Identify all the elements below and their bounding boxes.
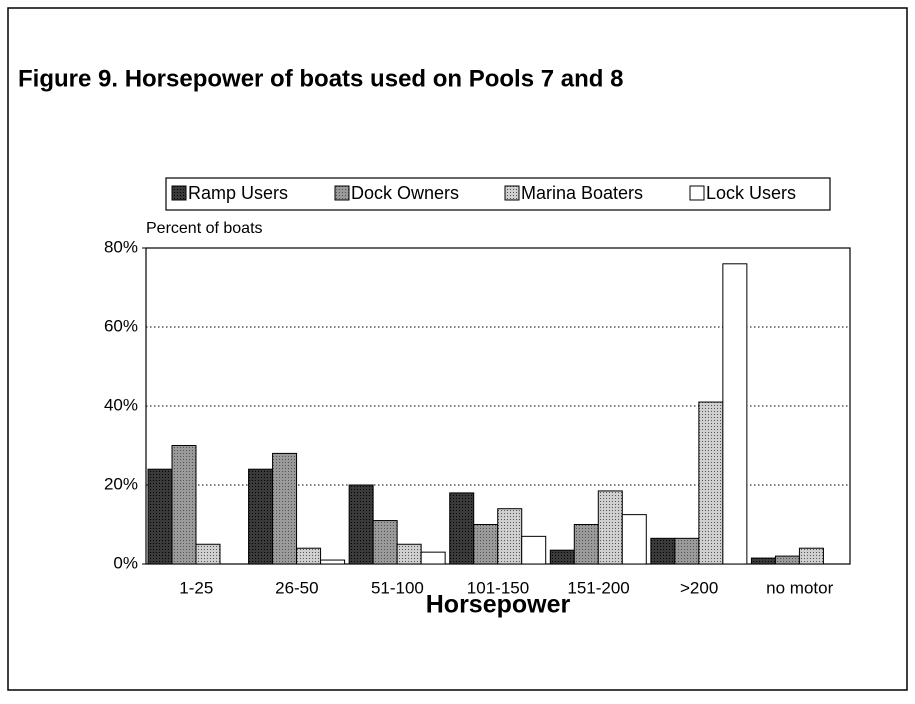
bar — [621, 514, 647, 565]
chart-title: Figure 9. Horsepower of boats used on Po… — [18, 65, 623, 92]
y-tick-label: 40% — [104, 395, 138, 414]
bar — [320, 559, 346, 565]
legend-label: Lock Users — [706, 183, 796, 203]
bar — [449, 492, 475, 565]
bar — [750, 557, 776, 565]
bar — [171, 445, 197, 565]
legend-swatch — [504, 185, 520, 201]
bar — [573, 524, 599, 565]
bar — [597, 490, 623, 565]
x-tick-label: 151-200 — [567, 578, 629, 597]
bar — [296, 547, 322, 565]
bar — [774, 555, 800, 565]
legend-swatch — [171, 185, 187, 201]
x-tick-label: 51-100 — [371, 578, 424, 597]
bar — [348, 484, 374, 565]
x-tick-label: >200 — [680, 578, 718, 597]
x-axis-label: Horsepower — [426, 591, 571, 619]
legend-swatch — [334, 185, 350, 201]
bar — [521, 535, 547, 565]
bar — [396, 543, 422, 565]
bar — [549, 549, 575, 565]
x-tick-label: 1-25 — [179, 578, 213, 597]
legend-label: Marina Boaters — [521, 183, 643, 203]
bar — [272, 452, 298, 565]
legend-label: Ramp Users — [188, 183, 288, 203]
y-tick-label: 80% — [104, 237, 138, 256]
x-tick-label: 26-50 — [275, 578, 318, 597]
bar — [722, 263, 748, 565]
bar — [650, 537, 676, 565]
bar — [674, 537, 700, 565]
y-tick-label: 20% — [104, 474, 138, 493]
y-axis-label: Percent of boats — [146, 220, 263, 237]
bar — [248, 468, 274, 565]
x-tick-label: no motor — [766, 578, 833, 597]
legend-box — [165, 177, 831, 211]
frame — [7, 7, 908, 691]
bar — [195, 543, 221, 565]
y-tick-label: 0% — [113, 553, 138, 572]
bar — [698, 401, 724, 565]
legend-label: Dock Owners — [351, 183, 459, 203]
legend-swatch — [689, 185, 705, 201]
bar — [497, 508, 523, 565]
bar — [420, 551, 446, 565]
bar — [473, 524, 499, 565]
y-tick-label: 60% — [104, 316, 138, 335]
bar — [798, 547, 824, 565]
bar — [147, 468, 173, 565]
bar — [372, 520, 398, 565]
x-tick-label: 101-150 — [467, 578, 529, 597]
